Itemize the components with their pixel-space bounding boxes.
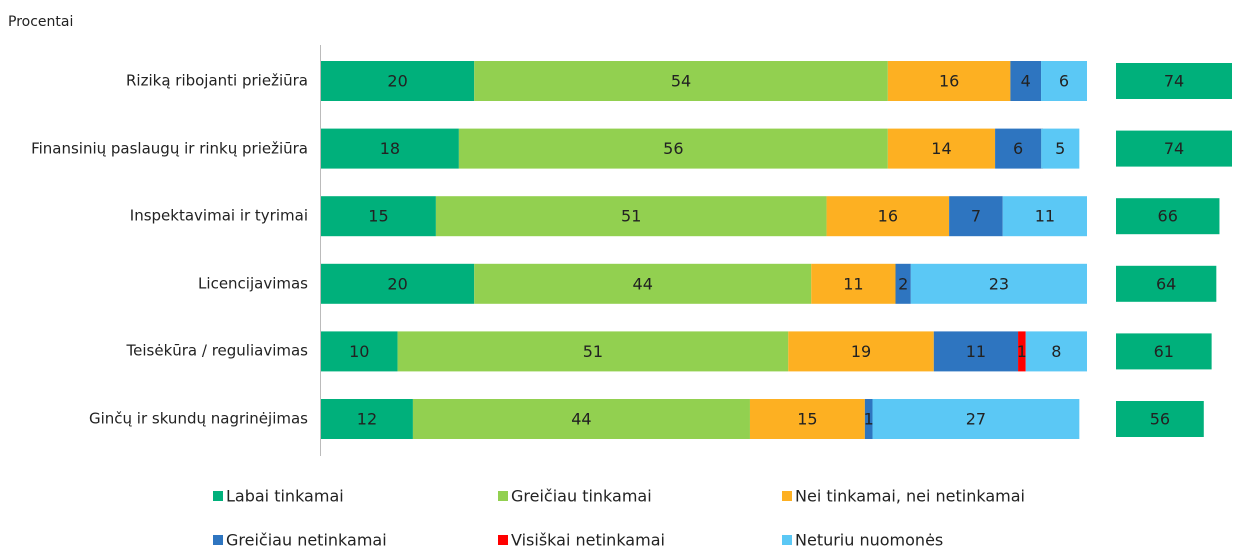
legend-swatch [782,535,792,545]
data-label: 19 [851,342,871,361]
category-label: Teisėkūra / reguliavimas [126,341,308,360]
legend-swatch [213,535,223,545]
total-label: 74 [1164,72,1184,91]
data-label: 11 [966,342,986,361]
data-label: 54 [671,72,691,91]
total-bar [1116,63,1232,99]
total-label: 56 [1150,410,1170,429]
bar-segment [397,331,789,372]
bar-segment [321,263,475,304]
data-label: 1 [1017,342,1027,361]
data-label: 20 [387,72,407,91]
category-label: Finansinių paslaugų ir rinkų priežiūra [31,139,308,158]
category-label: Ginčų ir skundų nagrinėjimas [88,409,308,428]
bar-segment [321,331,398,372]
legend-swatch [498,491,508,501]
bar-segment [321,399,413,439]
bar-segment [1025,331,1087,372]
data-label: 20 [387,274,407,293]
legend-swatch [498,535,508,545]
total-label: 66 [1158,207,1178,226]
data-label: 1 [864,410,874,429]
data-label: 10 [349,342,369,361]
data-label: 15 [368,207,388,226]
bar-segment [1018,331,1026,372]
data-label: 56 [663,139,683,158]
category-label: Inspektavimai ir tyrimai [129,206,308,225]
data-label: 27 [966,410,986,429]
bar-segment [321,196,436,237]
bar-segment [435,196,827,237]
bar-segment [933,331,1019,372]
total-label: 74 [1164,139,1184,158]
bar-segment [1041,128,1080,169]
bar-segment [949,196,1003,237]
data-label: 11 [843,274,863,293]
bar-segment [412,399,750,439]
legend-label: Labai tinkamai [226,487,344,506]
data-label: 23 [989,274,1009,293]
data-label: 8 [1051,342,1061,361]
data-label: 44 [633,274,653,293]
bar-segment [1002,196,1087,237]
bar-segment [826,196,950,237]
total-bar [1116,198,1220,235]
category-label: Licencijavimas [198,274,308,293]
data-label: 6 [1059,72,1069,91]
data-label: 16 [939,72,959,91]
data-label: 6 [1013,139,1023,158]
legend-label: Nei tinkamai, nei netinkamai [795,487,1025,506]
data-label: 12 [357,410,377,429]
total-bar [1116,401,1204,437]
data-label: 51 [621,207,641,226]
data-label: 14 [931,139,951,158]
data-label: 11 [1035,207,1055,226]
bar-segment [910,263,1087,304]
axis-title: Procentai [8,14,73,30]
bar-segment [887,128,996,169]
bar-segment [474,61,888,101]
bar-segment [458,128,888,169]
legend-swatch [213,491,223,501]
bar-segment [895,263,911,304]
bar-segment [1041,61,1087,101]
total-label: 61 [1154,342,1174,361]
bar-segment [811,263,896,304]
data-label: 44 [571,410,591,429]
legend-label: Greičiau tinkamai [511,487,652,506]
bar-segment [749,399,865,439]
bar-segment [1010,61,1042,101]
data-label: 16 [878,207,898,226]
data-label: 7 [971,207,981,226]
legend-label: Neturiu nuomonės [795,531,943,550]
total-bar [1116,130,1232,167]
data-label: 5 [1055,139,1065,158]
bar-segment [788,331,934,372]
bar-segment [321,128,459,169]
bar-segment [474,263,812,304]
data-label: 15 [797,410,817,429]
legend-label: Greičiau netinkamai [226,531,387,550]
bar-segment [995,128,1042,169]
total-label: 64 [1156,274,1176,293]
legend-label: Visiškai netinkamai [511,531,665,550]
data-label: 51 [583,342,603,361]
data-label: 18 [380,139,400,158]
data-label: 2 [898,274,908,293]
total-bar [1116,333,1212,370]
category-label: Riziką ribojanti priežiūra [126,71,308,90]
bar-segment [864,399,873,439]
total-bar [1116,265,1217,302]
data-label: 4 [1021,72,1031,91]
bar-segment [872,399,1080,439]
legend-swatch [782,491,792,501]
bar-segment [887,61,1011,101]
bar-segment [321,61,475,101]
